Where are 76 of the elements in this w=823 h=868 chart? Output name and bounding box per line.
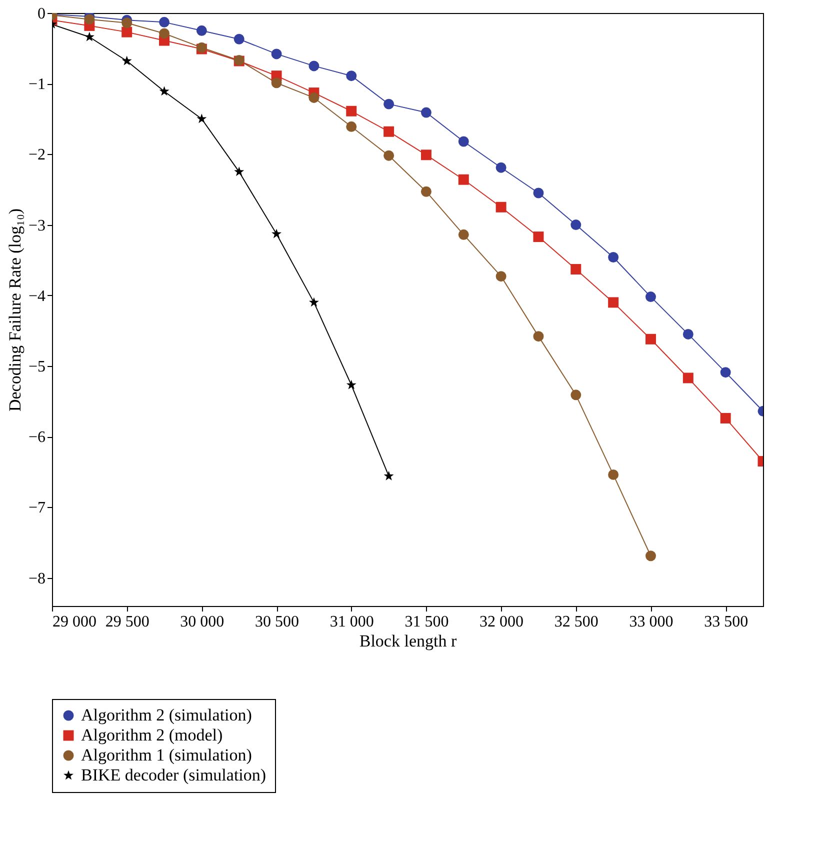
point (159, 28, 170, 39)
point (159, 86, 170, 96)
point (608, 252, 619, 262)
x-axis-title: Block length r (359, 632, 457, 650)
y-tick-label: −2 (28, 146, 46, 164)
point (420, 107, 432, 118)
point (271, 78, 282, 88)
y-tick-label: −8 (28, 570, 46, 588)
y-tick-label: −6 (28, 429, 46, 446)
point (420, 186, 432, 197)
point (496, 271, 506, 282)
point (645, 334, 656, 344)
point (458, 229, 469, 240)
point (645, 292, 656, 302)
point (272, 228, 282, 238)
point (196, 25, 207, 36)
point (533, 232, 544, 242)
legend-label: Algorithm 2 (simulation) (81, 706, 252, 724)
point (308, 92, 320, 103)
x-tick-label: 32 500 (554, 614, 598, 630)
y-tick-label: −4 (28, 288, 46, 305)
point (122, 56, 132, 66)
point (196, 114, 207, 124)
point (496, 162, 506, 173)
point (420, 150, 432, 160)
y-tick-label: −5 (28, 358, 46, 376)
x-tick-label: 29 500 (105, 614, 150, 630)
point (346, 70, 357, 82)
point (608, 297, 619, 308)
y-tick-label: −3 (28, 217, 46, 234)
point (384, 126, 394, 137)
y-axis-title: Decoding Failure Rate (log₁₀) (5, 208, 24, 412)
point (570, 220, 582, 230)
point (570, 264, 582, 275)
point (84, 32, 94, 42)
point (308, 60, 320, 72)
legend-label: BIKE decoder (simulation) (81, 766, 266, 784)
point (308, 297, 319, 307)
legend-label: Algorithm 2 (model) (81, 726, 223, 744)
point (122, 26, 132, 38)
point (496, 202, 506, 212)
point (346, 121, 357, 132)
point (384, 98, 394, 110)
y-tick-label: −7 (28, 500, 46, 517)
legend-label: Algorithm 1 (simulation) (81, 746, 252, 764)
point (159, 16, 170, 28)
x-tick-label: 33 500 (704, 614, 748, 630)
point (234, 166, 244, 176)
y-tick-label: 0 (38, 6, 46, 22)
point (458, 136, 469, 147)
x-tick-label: 32 000 (480, 614, 524, 630)
point (533, 188, 544, 198)
x-tick-label: 33 000 (629, 614, 674, 630)
point (234, 34, 244, 44)
point (84, 14, 95, 25)
point (458, 174, 469, 185)
point (608, 469, 619, 480)
point (533, 331, 544, 342)
x-tick-label: 31 500 (404, 614, 449, 630)
x-tick-label: 29 000 (52, 614, 96, 630)
x-tick-label: 30 000 (180, 614, 224, 630)
point (570, 390, 582, 400)
point (346, 380, 356, 390)
point (271, 48, 282, 60)
point (720, 367, 731, 378)
point (384, 150, 394, 161)
point (682, 372, 694, 384)
point (720, 412, 731, 424)
point (384, 470, 394, 480)
point (645, 550, 656, 562)
y-tick-label: −1 (28, 76, 46, 94)
x-tick-label: 31 000 (330, 614, 374, 630)
point (346, 106, 357, 116)
point (122, 18, 132, 28)
point (682, 328, 694, 340)
x-tick-label: 30 500 (255, 614, 300, 630)
